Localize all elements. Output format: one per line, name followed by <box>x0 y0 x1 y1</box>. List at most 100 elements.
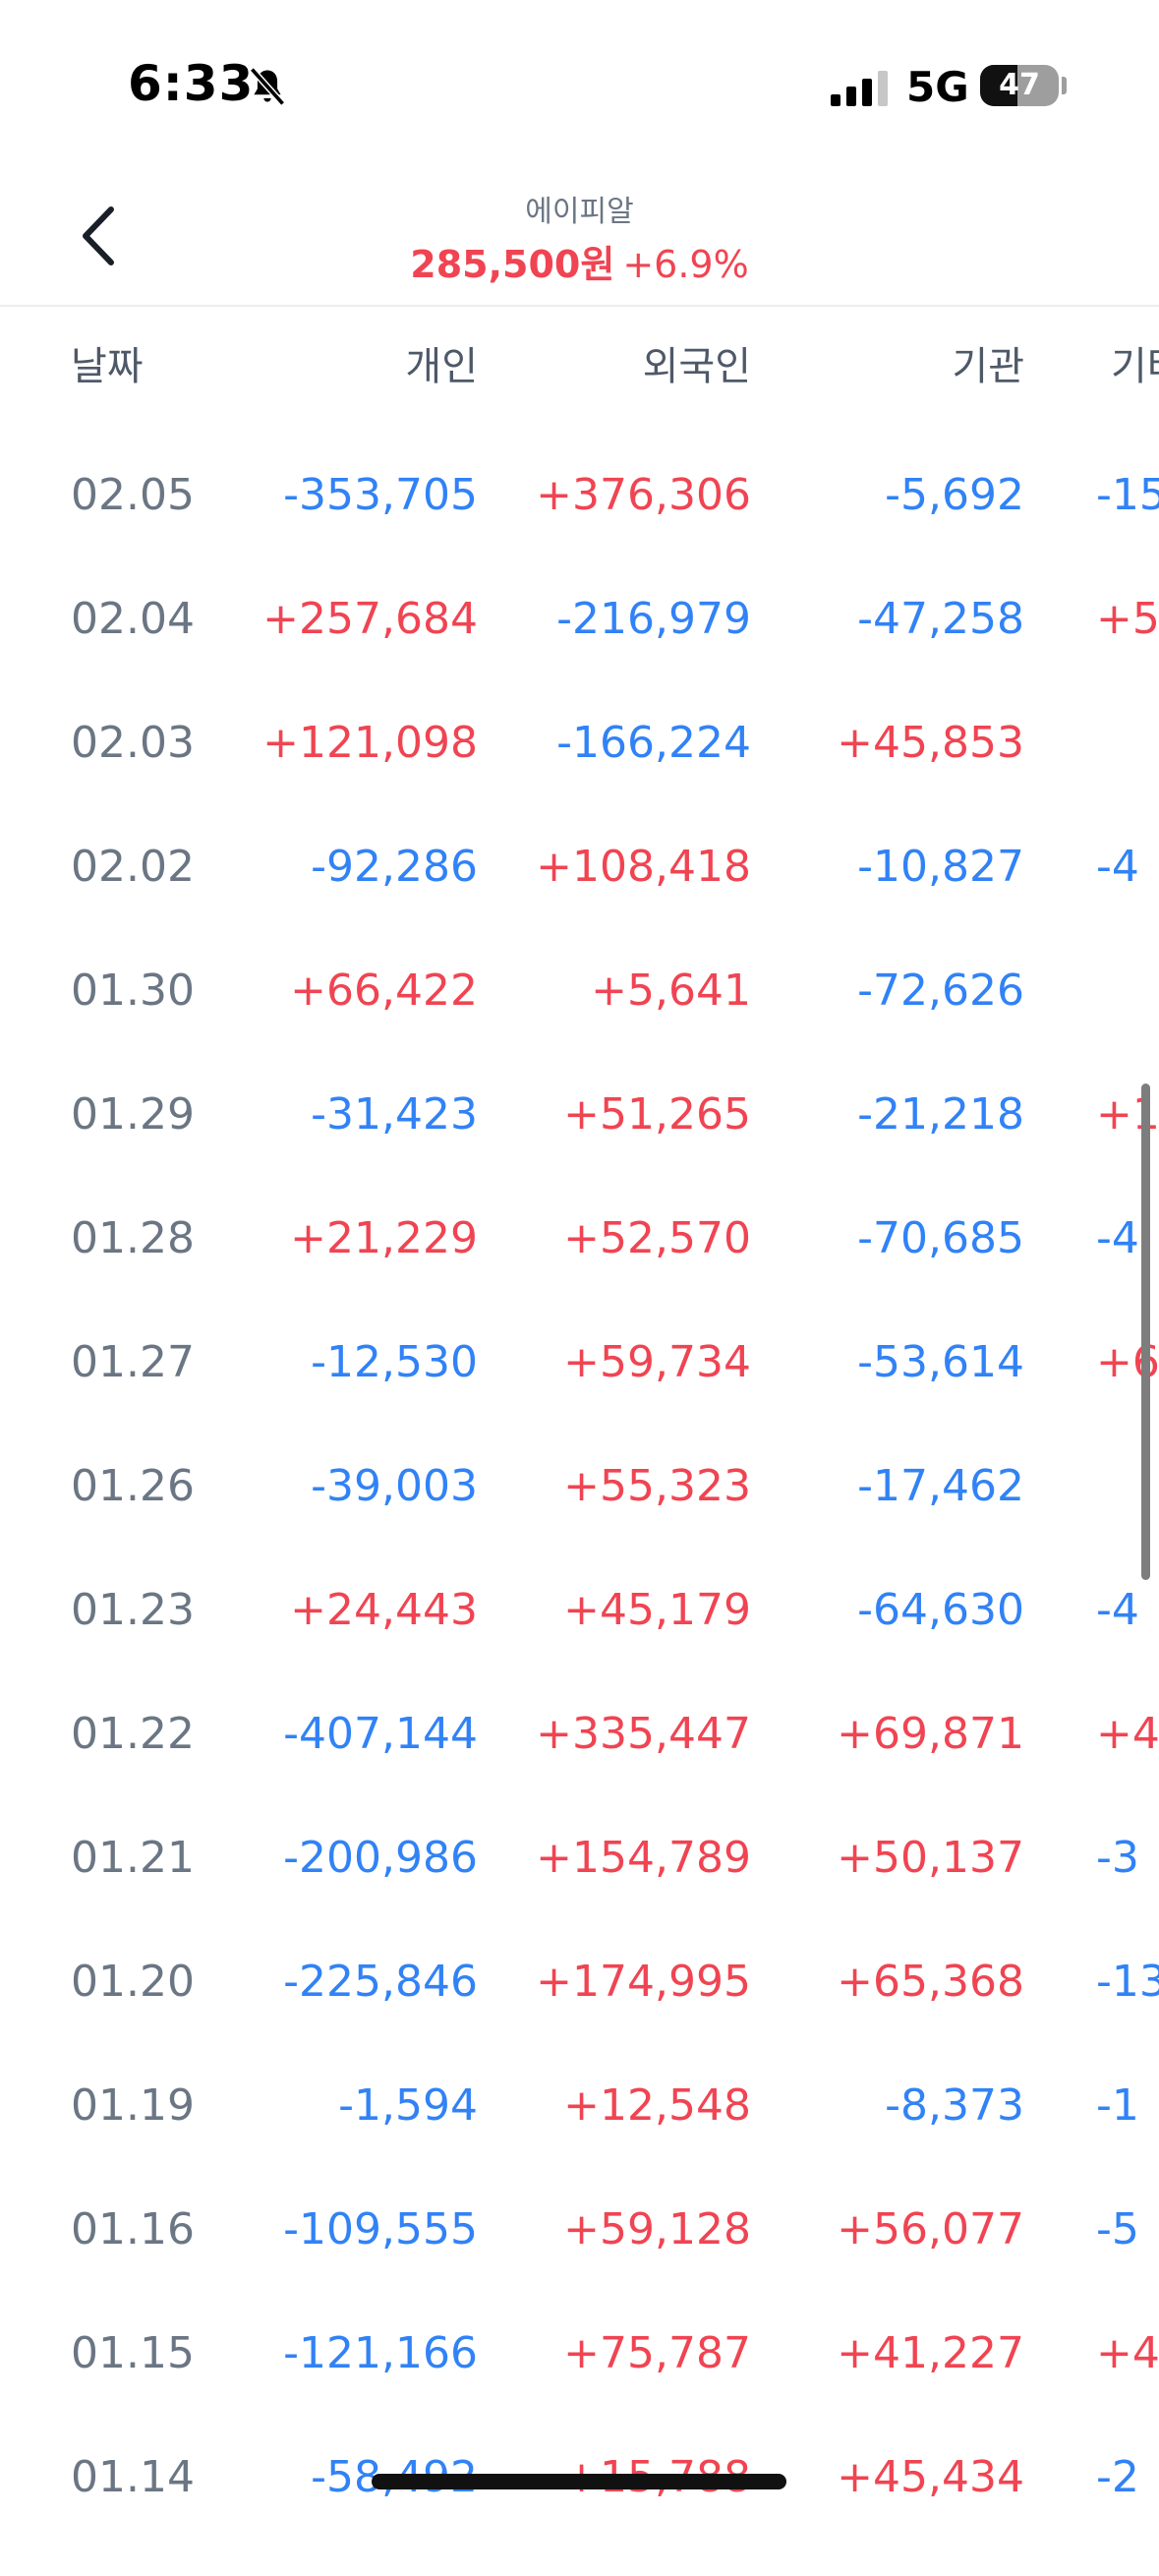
row-institution: -70,685 <box>857 1213 1024 1263</box>
table-row: 01.21 -200,986 +154,789 +50,137 -3 <box>0 1833 1159 1957</box>
column-header-other: 기타 <box>1111 344 1159 389</box>
row-foreign: +376,306 <box>536 470 751 520</box>
row-other: -5 <box>1096 2204 1139 2254</box>
table-row: 01.30 +66,422 +5,641 -72,626 <box>0 966 1159 1089</box>
battery-icon: 47 <box>980 65 1059 106</box>
row-other: -2 <box>1096 2452 1139 2502</box>
table-row: 01.22 -407,144 +335,447 +69,871 +4 <box>0 1709 1159 1833</box>
row-foreign: +174,995 <box>536 1957 751 2007</box>
row-institution: -17,462 <box>857 1461 1024 1511</box>
row-foreign: +5,641 <box>591 966 751 1016</box>
row-individual: +257,684 <box>262 594 478 644</box>
row-institution: +50,137 <box>837 1833 1024 1883</box>
battery-level: 47 <box>999 68 1040 102</box>
chevron-left-icon <box>83 206 114 265</box>
network-type: 5G <box>906 63 969 111</box>
row-individual: -121,166 <box>283 2328 478 2378</box>
row-institution: +69,871 <box>837 1709 1024 1759</box>
row-institution: -64,630 <box>857 1585 1024 1635</box>
row-foreign: +51,265 <box>563 1089 751 1140</box>
row-other: +4 <box>1096 2328 1159 2378</box>
price-line: 285,500원 +6.9% <box>0 234 1159 288</box>
row-individual: -225,846 <box>283 1957 478 2007</box>
row-institution: +45,434 <box>837 2452 1024 2502</box>
row-foreign: +59,734 <box>563 1337 751 1387</box>
status-bar: 6:33 5G 47 <box>0 0 1159 157</box>
row-date: 01.27 <box>71 1337 195 1387</box>
row-date: 02.04 <box>71 594 195 644</box>
row-individual: -353,705 <box>283 470 478 520</box>
row-institution: +45,853 <box>837 718 1024 768</box>
row-other: -1 <box>1096 2080 1139 2131</box>
row-date: 02.05 <box>71 470 195 520</box>
bell-slash-icon <box>249 67 286 106</box>
table-row: 01.29 -31,423 +51,265 -21,218 +1 <box>0 1089 1159 1213</box>
row-date: 01.16 <box>71 2204 195 2254</box>
stock-header: 에이피알 285,500원 +6.9% <box>0 167 1159 307</box>
row-other: +5 <box>1096 594 1159 644</box>
row-other: -4 <box>1096 1585 1139 1635</box>
column-header-individual: 개인 <box>405 344 478 389</box>
stock-name: 에이피알 <box>525 195 634 229</box>
row-date: 01.21 <box>71 1833 195 1883</box>
row-foreign: +154,789 <box>536 1833 751 1883</box>
row-date: 01.30 <box>71 966 195 1016</box>
table-row: 02.04 +257,684 -216,979 -47,258 +5 <box>0 594 1159 718</box>
table-row: 01.15 -121,166 +75,787 +41,227 +4 <box>0 2328 1159 2452</box>
row-individual: -200,986 <box>283 1833 478 1883</box>
row-institution: -10,827 <box>857 842 1024 892</box>
table-row: 02.05 -353,705 +376,306 -5,692 -15 <box>0 470 1159 594</box>
table-row: 01.23 +24,443 +45,179 -64,630 -4 <box>0 1585 1159 1709</box>
row-foreign: +335,447 <box>536 1709 751 1759</box>
status-time: 6:33 <box>128 55 255 112</box>
row-other: +4 <box>1096 1709 1159 1759</box>
row-date: 01.29 <box>71 1089 195 1140</box>
row-foreign: +55,323 <box>563 1461 751 1511</box>
row-foreign: +12,548 <box>563 2080 751 2131</box>
row-individual: -109,555 <box>283 2204 478 2254</box>
column-header-date: 날짜 <box>71 344 144 389</box>
table-header: 날짜 개인 외국인 기관 기타 <box>0 334 1159 413</box>
column-header-foreign: 외국인 <box>642 344 751 389</box>
row-other: -3 <box>1096 1833 1139 1883</box>
row-other: -4 <box>1096 1213 1139 1263</box>
row-date: 01.28 <box>71 1213 195 1263</box>
row-date: 02.02 <box>71 842 195 892</box>
row-date: 01.26 <box>71 1461 195 1511</box>
table-row: 01.28 +21,229 +52,570 -70,685 -4 <box>0 1213 1159 1337</box>
row-individual: -31,423 <box>311 1089 478 1140</box>
row-individual: -92,286 <box>311 842 478 892</box>
row-individual: -407,144 <box>283 1709 478 1759</box>
row-individual: +24,443 <box>290 1585 478 1635</box>
row-individual: -39,003 <box>311 1461 478 1511</box>
row-foreign: +75,787 <box>563 2328 751 2378</box>
vertical-scrollbar[interactable] <box>1141 1083 1150 1580</box>
row-institution: -5,692 <box>885 470 1024 520</box>
table-row: 01.20 -225,846 +174,995 +65,368 -13 <box>0 1957 1159 2080</box>
row-foreign: +59,128 <box>563 2204 751 2254</box>
row-foreign: -166,224 <box>556 718 751 768</box>
row-institution: -21,218 <box>857 1089 1024 1140</box>
row-institution: -53,614 <box>857 1337 1024 1387</box>
row-date: 01.19 <box>71 2080 195 2131</box>
row-individual: +21,229 <box>290 1213 478 1263</box>
home-indicator[interactable] <box>372 2474 786 2489</box>
table-row: 01.27 -12,530 +59,734 -53,614 +6 <box>0 1337 1159 1461</box>
table-row: 01.26 -39,003 +55,323 -17,462 <box>0 1461 1159 1585</box>
back-button[interactable] <box>65 197 134 275</box>
row-institution: +56,077 <box>837 2204 1024 2254</box>
row-institution: -72,626 <box>857 966 1024 1016</box>
row-individual: +66,422 <box>290 966 478 1016</box>
table-row: 02.03 +121,098 -166,224 +45,853 <box>0 718 1159 842</box>
row-other: -15 <box>1096 470 1159 520</box>
row-foreign: -216,979 <box>556 594 751 644</box>
row-date: 01.22 <box>71 1709 195 1759</box>
row-institution: +65,368 <box>837 1957 1024 2007</box>
row-individual: +121,098 <box>262 718 478 768</box>
row-date: 01.20 <box>71 1957 195 2007</box>
investor-table: 02.05 -353,705 +376,306 -5,692 -15 02.04… <box>0 470 1159 2502</box>
table-row: 01.19 -1,594 +12,548 -8,373 -1 <box>0 2080 1159 2204</box>
row-individual: -1,594 <box>338 2080 478 2131</box>
row-date: 01.14 <box>71 2452 195 2502</box>
table-row: 01.14 -58,492 +15,788 +45,434 -2 <box>0 2452 1159 2576</box>
